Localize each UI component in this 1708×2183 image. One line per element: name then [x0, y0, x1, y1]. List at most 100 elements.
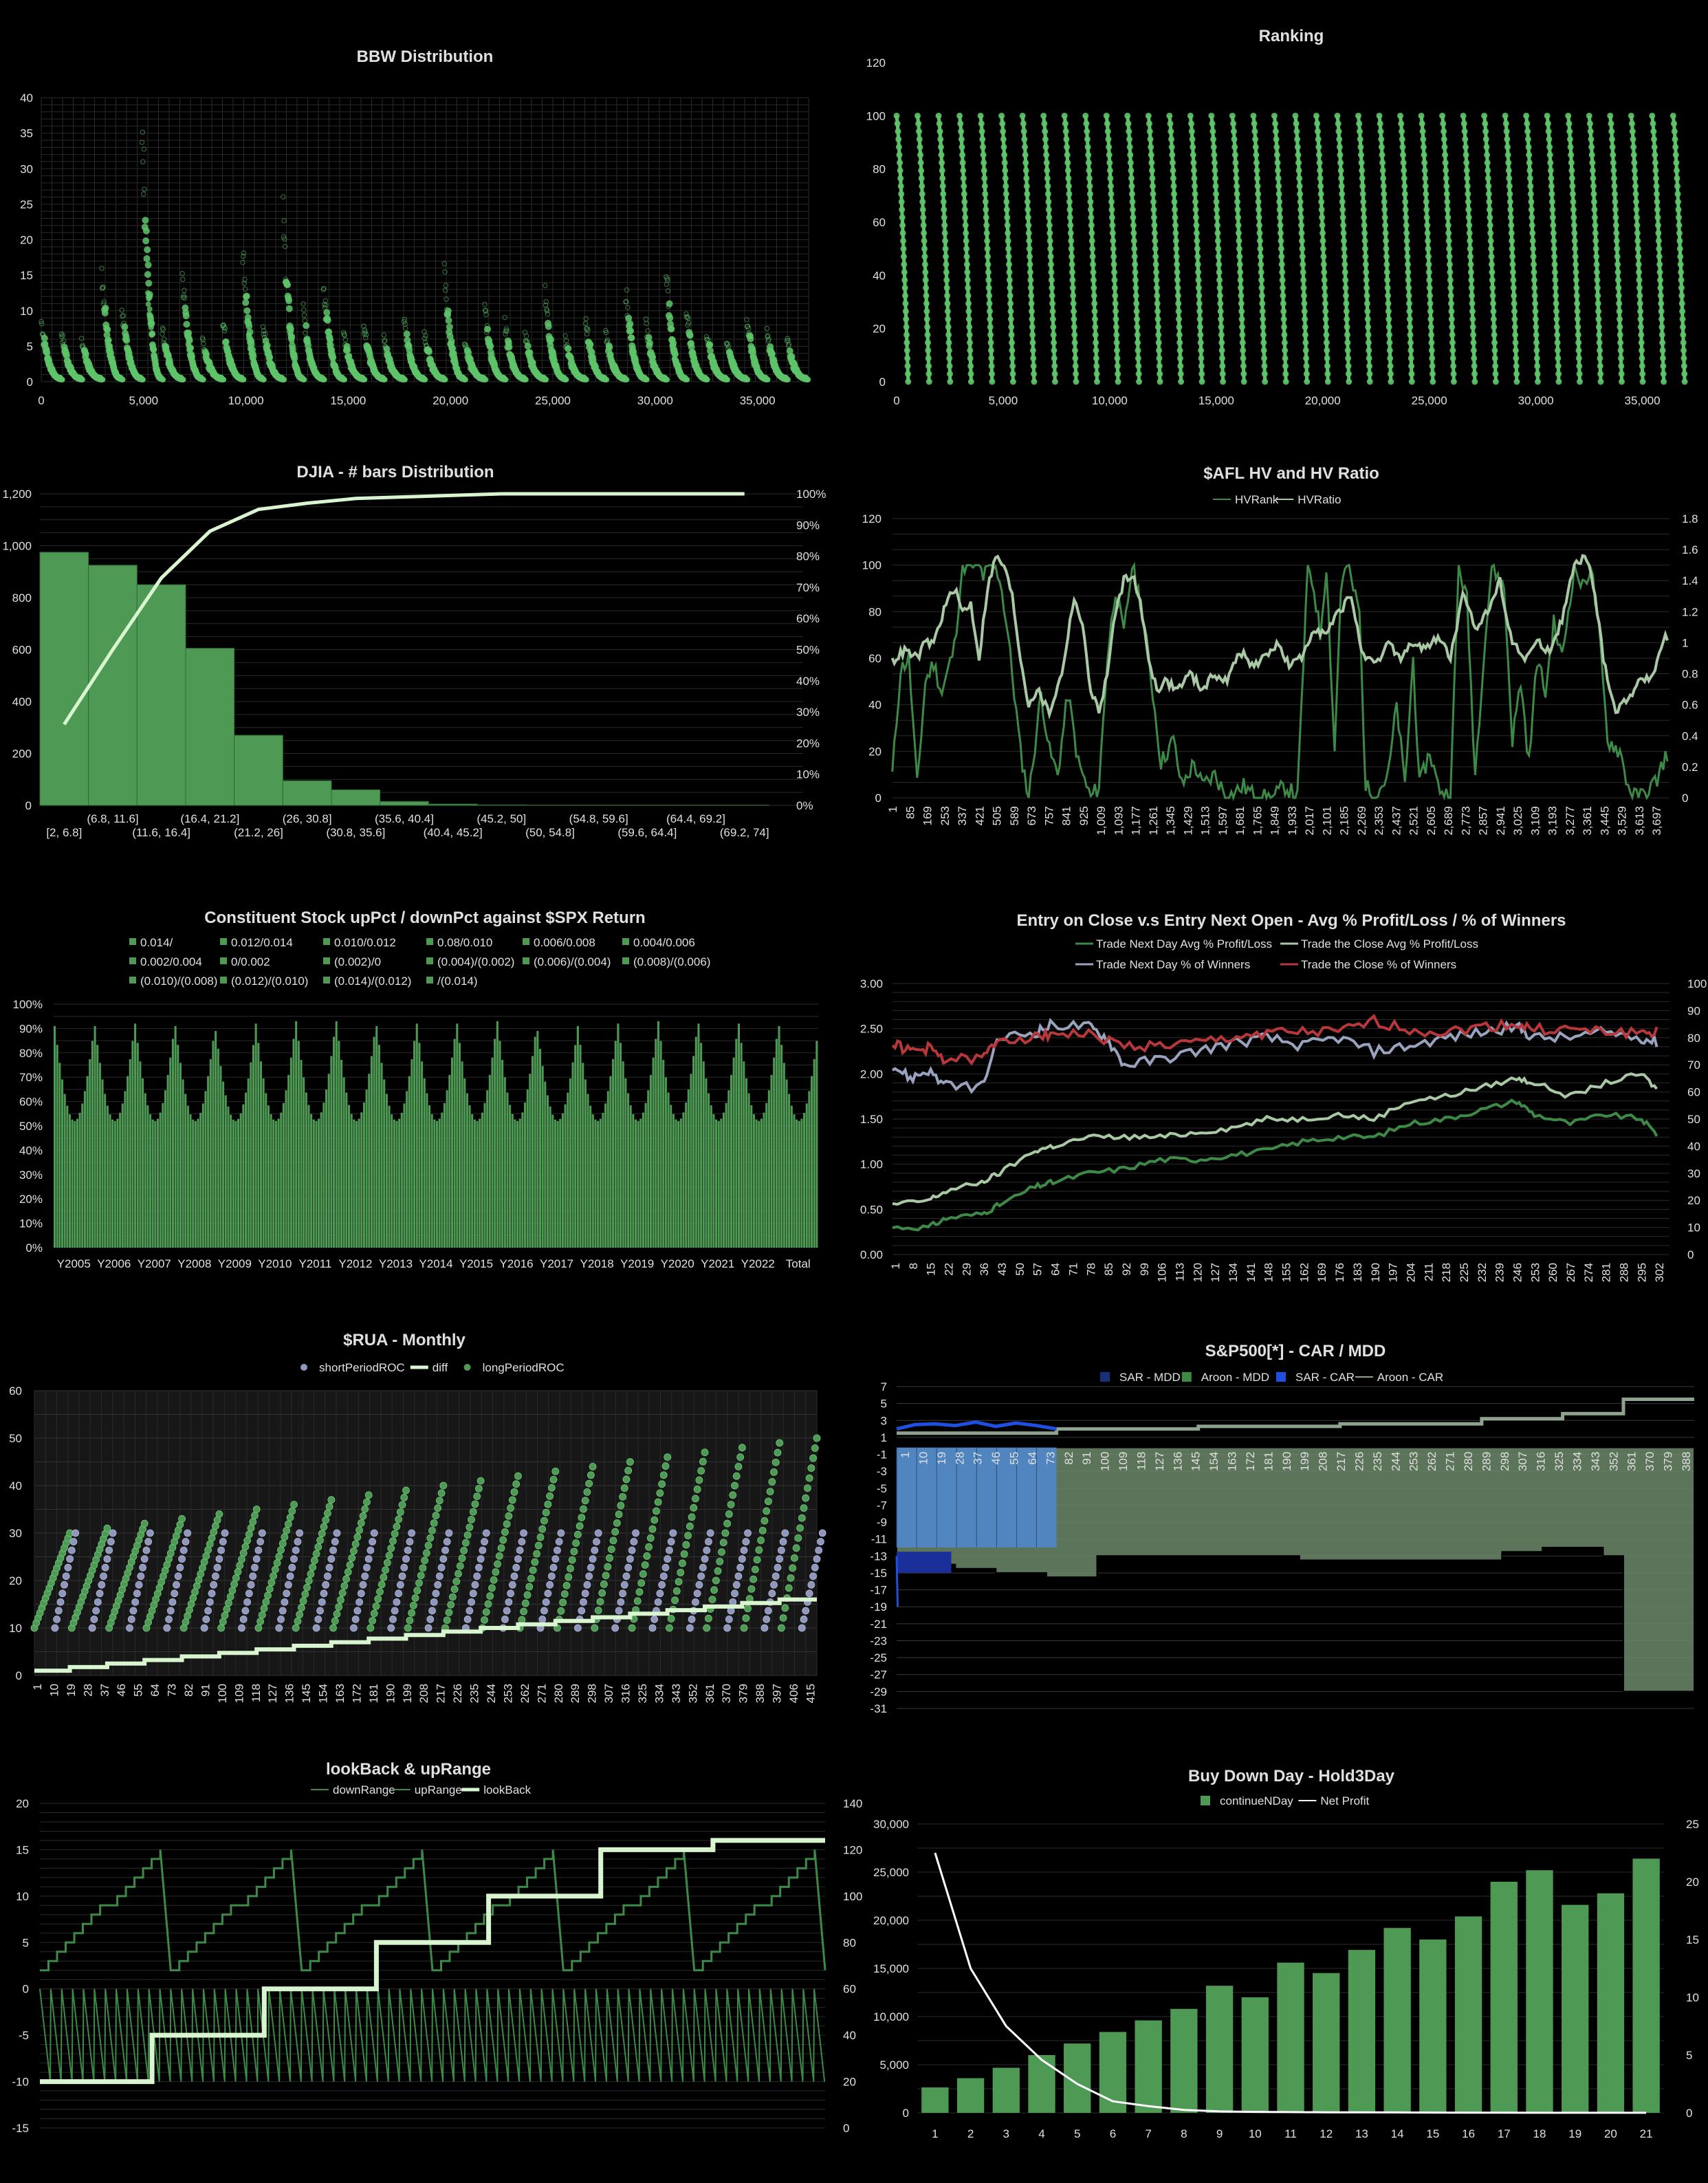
legend-marker [323, 977, 330, 984]
x-tick-label: 3,025 [1511, 806, 1524, 836]
x-tick-label: 589 [1008, 806, 1021, 825]
legend-label: 0.002/0.004 [140, 955, 202, 968]
stacked-bar [708, 1093, 710, 1248]
stacked-bar [259, 1061, 263, 1248]
x-tick-label: Y2007 [138, 1257, 171, 1270]
data-point [668, 325, 675, 333]
y-tick-label: 60 [1687, 1086, 1700, 1099]
stacked-bar [775, 1039, 778, 1248]
stacked-bar [644, 1103, 647, 1248]
y-tick-label: 20 [1687, 1194, 1700, 1207]
stacked-bar [494, 1039, 496, 1248]
x-tick-label: 281 [1600, 1263, 1613, 1282]
stacked-bar [222, 1081, 225, 1248]
stacked-bar [534, 1036, 536, 1248]
stacked-bar [207, 1076, 210, 1248]
x-tick-label: 169 [1315, 1263, 1328, 1282]
stacked-bar [330, 1056, 333, 1248]
stacked-bar [410, 1058, 413, 1248]
data-point [785, 376, 791, 382]
data-point [587, 340, 594, 348]
data-point [250, 353, 257, 360]
chart-title: Ranking [1259, 27, 1324, 45]
stacked-bar [421, 1061, 424, 1248]
stacked-bar [342, 1077, 345, 1248]
stacked-bar [119, 1112, 122, 1248]
data-point [442, 376, 448, 382]
data-point [344, 346, 351, 354]
data-point [484, 325, 492, 333]
stacked-bar [265, 1093, 267, 1248]
stacked-bar [456, 1023, 459, 1248]
x-tick-label: 0 [893, 394, 899, 407]
stacked-bar [571, 1062, 574, 1248]
x-tick-label: 15 [925, 1263, 938, 1276]
data-point [243, 307, 251, 314]
stacked-bar [310, 1114, 313, 1248]
stacked-bar [675, 1119, 677, 1248]
stacked-bar [672, 1114, 675, 1248]
stacked-bar [285, 1090, 287, 1248]
data-point [139, 140, 145, 145]
data-point [301, 376, 307, 382]
legend-label: (0.002)/0 [334, 955, 381, 968]
data-point [104, 326, 111, 334]
x-tick-label: 505 [991, 806, 1004, 825]
data-point [160, 331, 165, 337]
stacked-bar [597, 1120, 600, 1248]
data-point [281, 218, 287, 224]
stacked-bar [763, 1112, 765, 1248]
y-tick-label: 0 [879, 376, 886, 389]
stacked-bar [292, 1039, 295, 1248]
legend-label: (0.008)/(0.006) [633, 955, 710, 968]
legend-label: 0.012/0.014 [231, 936, 293, 949]
stacked-bar [413, 1041, 416, 1248]
stacked-bar [717, 1120, 720, 1248]
x-tick-label: 0 [38, 394, 44, 407]
x-tick-label: 302 [1653, 1263, 1666, 1282]
data-point [301, 307, 307, 313]
x-tick-label: (26, 30.8] [283, 812, 332, 825]
stacked-bar [267, 1105, 270, 1248]
x-tick-label: 5,000 [989, 394, 1018, 407]
y-tick-label: 200 [12, 748, 32, 761]
legend-label: 0.004/0.006 [633, 936, 695, 949]
y-tick-label: 0.8 [1682, 668, 1698, 681]
y-tick-label: 0.2 [1682, 761, 1698, 774]
x-tick-label: 211 [1422, 1263, 1435, 1281]
data-point [745, 376, 751, 382]
y-tick-label: 20% [19, 1193, 43, 1206]
data-point [78, 336, 85, 341]
stacked-bar [765, 1103, 768, 1248]
data-point [181, 293, 186, 298]
x-tick-label: 25,000 [535, 394, 571, 407]
data-point [266, 354, 274, 361]
data-point [200, 376, 206, 382]
stacked-bar [124, 1091, 127, 1248]
x-tick-label: (16.4, 21.2] [180, 812, 239, 825]
histogram-bar [331, 789, 381, 806]
data-point [149, 330, 156, 338]
stacked-bar [274, 1120, 277, 1248]
x-tick-label: 1,261 [1147, 806, 1160, 836]
series-line [892, 1072, 1658, 1206]
data-point [140, 159, 146, 164]
stacked-bar [453, 1039, 456, 1248]
stacked-bar [303, 1077, 305, 1248]
data-point [545, 323, 552, 330]
stacked-bar [86, 1076, 89, 1248]
stacked-bar [370, 1056, 373, 1248]
x-tick-label: Y2017 [540, 1257, 573, 1270]
stacked-bar [788, 1094, 791, 1248]
data-point [119, 307, 124, 313]
x-tick-label: 1,849 [1269, 806, 1282, 836]
x-tick-label: 2,437 [1390, 806, 1403, 836]
x-tick-label: 2,689 [1442, 806, 1455, 836]
data-point [547, 336, 555, 343]
stacked-bar [526, 1089, 529, 1248]
stacked-bar [541, 1065, 544, 1248]
stacked-bar [584, 1079, 587, 1248]
stacked-bar [556, 1120, 559, 1248]
data-point [185, 329, 193, 337]
stacked-bar [144, 1093, 146, 1248]
